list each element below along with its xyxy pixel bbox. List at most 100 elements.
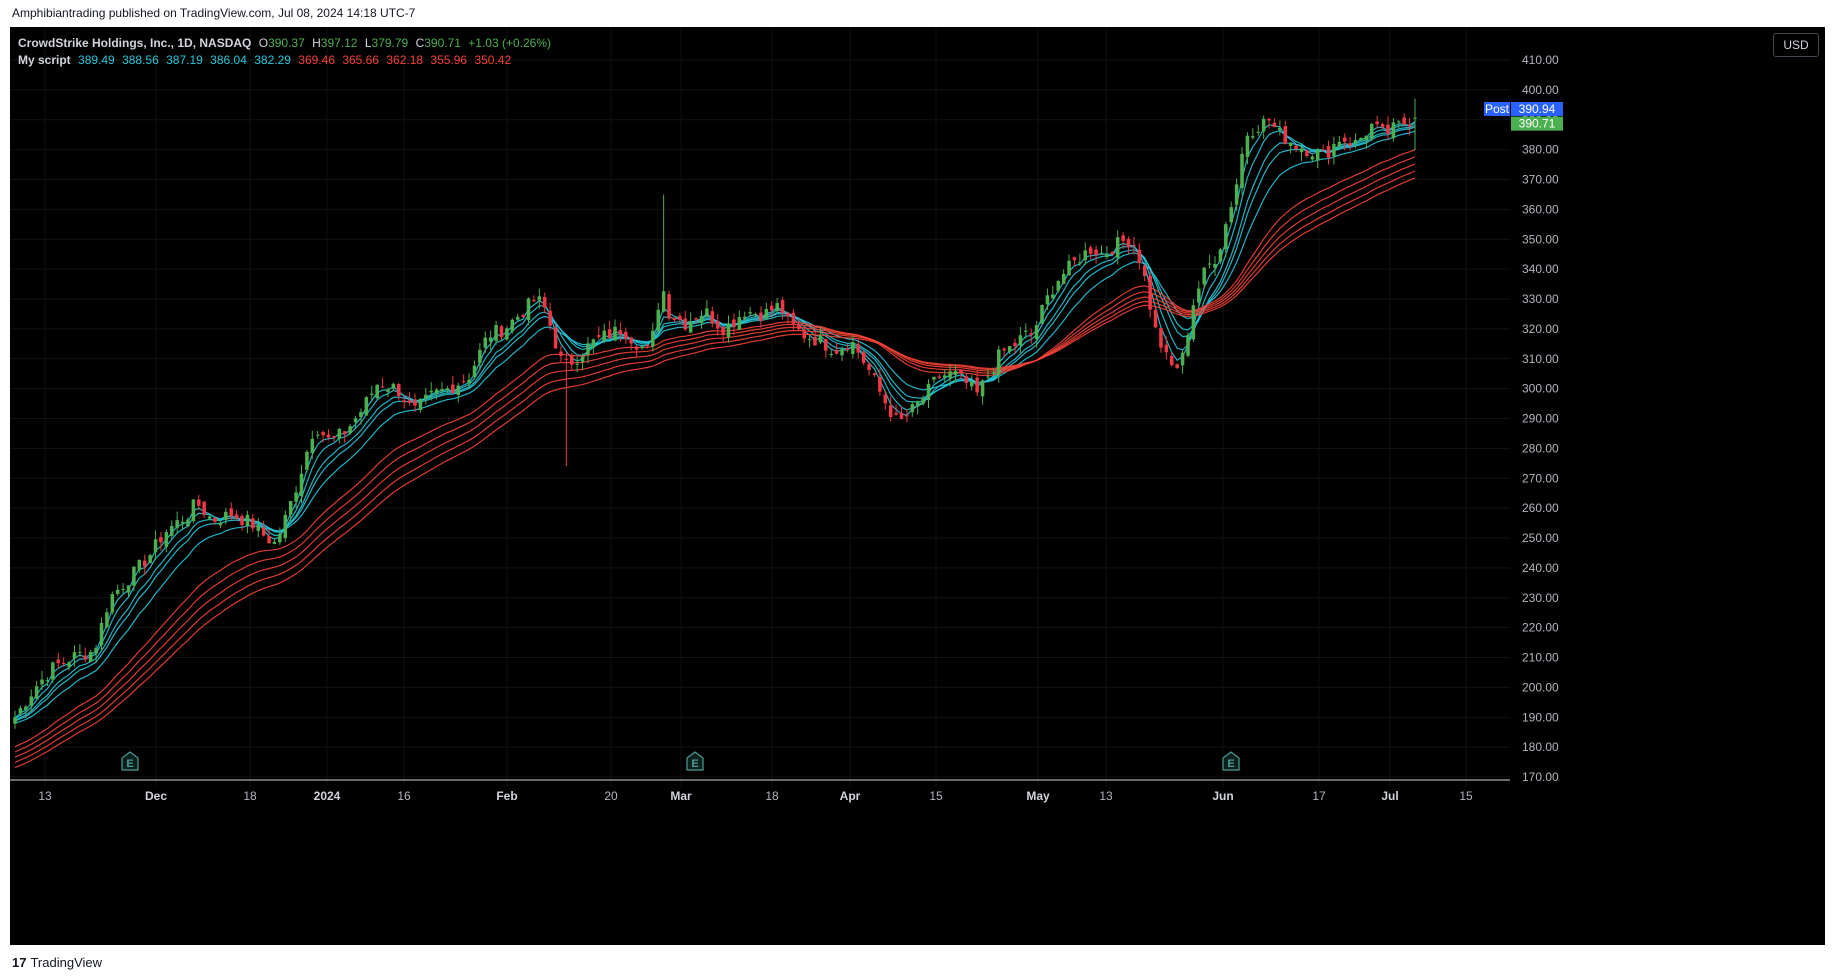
candle-body[interactable] xyxy=(602,330,606,341)
candle-body[interactable] xyxy=(310,438,315,453)
candle-body[interactable] xyxy=(1132,245,1136,247)
candle-body[interactable] xyxy=(1245,135,1250,158)
candle-body[interactable] xyxy=(737,317,742,330)
candle-body[interactable] xyxy=(67,662,71,667)
candle-body[interactable] xyxy=(29,696,33,706)
candle-body[interactable] xyxy=(1380,124,1385,128)
candle-body[interactable] xyxy=(218,522,223,526)
candle-body[interactable] xyxy=(645,345,650,347)
candle-body[interactable] xyxy=(959,369,963,374)
candle-body[interactable] xyxy=(321,432,325,436)
candle-body[interactable] xyxy=(24,706,28,710)
candle-body[interactable] xyxy=(245,514,250,526)
candle-body[interactable] xyxy=(775,303,779,312)
candle-body[interactable] xyxy=(251,518,255,529)
candle-body[interactable] xyxy=(1110,252,1115,255)
candle-body[interactable] xyxy=(791,312,796,324)
candle-body[interactable] xyxy=(802,329,806,339)
candle-body[interactable] xyxy=(851,342,855,354)
candle-body[interactable] xyxy=(380,386,385,388)
candle-body[interactable] xyxy=(353,418,358,423)
symbol-name[interactable]: CrowdStrike Holdings, Inc., 1D, NASDAQ xyxy=(18,36,252,50)
candle-body[interactable] xyxy=(467,379,471,384)
candle-body[interactable] xyxy=(1072,257,1077,261)
candle-body[interactable] xyxy=(542,297,547,308)
candle-body[interactable] xyxy=(748,312,752,314)
candle-body[interactable] xyxy=(305,451,309,470)
candle-body[interactable] xyxy=(429,390,433,393)
candle-body[interactable] xyxy=(797,324,801,330)
candle-body[interactable] xyxy=(72,652,77,659)
brand-name[interactable]: TradingView xyxy=(30,955,103,970)
candle-body[interactable] xyxy=(1056,280,1060,291)
candle-body[interactable] xyxy=(613,326,617,341)
candle-body[interactable] xyxy=(288,501,293,515)
candle-body[interactable] xyxy=(278,533,282,543)
candle-body[interactable] xyxy=(272,541,277,545)
candle-body[interactable] xyxy=(1310,156,1315,160)
candle-body[interactable] xyxy=(61,662,66,664)
candle-body[interactable] xyxy=(397,383,401,397)
candle-body[interactable] xyxy=(370,393,374,395)
candle-body[interactable] xyxy=(267,536,271,544)
candle-body[interactable] xyxy=(694,318,698,320)
candle-body[interactable] xyxy=(753,313,758,316)
candle-body[interactable] xyxy=(56,659,60,664)
price-chart[interactable]: 170.00 180.00 190.00 200.00 210.00 220.00 230.… xyxy=(10,27,1825,945)
candle-body[interactable] xyxy=(672,317,677,320)
candle-body[interactable] xyxy=(548,310,552,326)
candle-body[interactable] xyxy=(1337,141,1342,147)
candle-body[interactable] xyxy=(1078,262,1082,264)
candle-body[interactable] xyxy=(1224,224,1228,250)
candle-body[interactable] xyxy=(872,373,877,376)
candle-body[interactable] xyxy=(359,411,363,418)
candle-body[interactable] xyxy=(1402,117,1406,125)
candle-body[interactable] xyxy=(818,335,823,343)
earnings-marker-icon[interactable]: E xyxy=(1222,751,1240,771)
candle-body[interactable] xyxy=(1305,150,1309,156)
candle-body[interactable] xyxy=(1191,305,1196,340)
candle-body[interactable] xyxy=(1207,263,1212,265)
candle-body[interactable] xyxy=(159,537,163,543)
candle-body[interactable] xyxy=(1126,238,1131,248)
candle-body[interactable] xyxy=(624,331,628,340)
candle-body[interactable] xyxy=(845,348,850,350)
candle-body[interactable] xyxy=(213,517,217,522)
candle-body[interactable] xyxy=(1159,328,1163,348)
candle-body[interactable] xyxy=(88,652,93,662)
candle-body[interactable] xyxy=(1088,247,1093,254)
candle-body[interactable] xyxy=(634,346,639,350)
script-name[interactable]: My script xyxy=(18,53,71,67)
candle-body[interactable] xyxy=(510,319,515,332)
candle-body[interactable] xyxy=(261,527,266,536)
candle-body[interactable] xyxy=(494,325,498,341)
candle-body[interactable] xyxy=(413,399,417,406)
candle-body[interactable] xyxy=(564,358,569,360)
candle-body[interactable] xyxy=(440,389,444,392)
candle-body[interactable] xyxy=(878,377,882,392)
candle-body[interactable] xyxy=(1359,137,1363,140)
candle-body[interactable] xyxy=(1315,149,1320,161)
candle-body[interactable] xyxy=(505,328,509,340)
candle-body[interactable] xyxy=(461,381,466,383)
candle-body[interactable] xyxy=(1197,288,1201,303)
candle-body[interactable] xyxy=(391,383,396,389)
candle-body[interactable] xyxy=(894,412,898,415)
candle-body[interactable] xyxy=(115,589,120,594)
candle-body[interactable] xyxy=(948,371,952,379)
candle-body[interactable] xyxy=(1061,273,1066,285)
candle-body[interactable] xyxy=(1213,263,1217,268)
candle-body[interactable] xyxy=(910,404,915,413)
candle-body[interactable] xyxy=(705,308,709,317)
candle-body[interactable] xyxy=(164,532,169,547)
candle-body[interactable] xyxy=(240,515,244,525)
candle-body[interactable] xyxy=(348,426,352,434)
candle-body[interactable] xyxy=(402,400,406,403)
candle-body[interactable] xyxy=(1240,153,1244,188)
candle-body[interactable] xyxy=(1040,304,1044,324)
candle-body[interactable] xyxy=(1018,335,1023,346)
candle-body[interactable] xyxy=(175,520,179,528)
candle-body[interactable] xyxy=(770,305,774,311)
candle-body[interactable] xyxy=(424,394,428,400)
candle-body[interactable] xyxy=(1045,295,1050,305)
